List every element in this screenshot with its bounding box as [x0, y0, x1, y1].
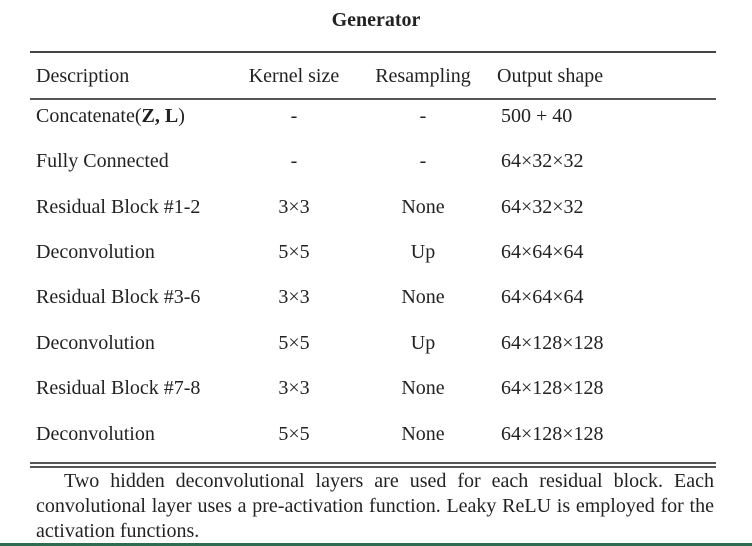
- table-header: Description Kernel size Resampling Outpu…: [0, 61, 752, 91]
- header-kernel-size: Kernel size: [248, 65, 340, 87]
- row-description: Concatenate(Z, L): [36, 101, 185, 131]
- table-row: Residual Block #3-6 3×3 None 64×64×64: [0, 282, 752, 312]
- row-description: Deconvolution: [36, 332, 155, 354]
- row-description: Residual Block #1-2: [36, 196, 201, 218]
- row-kernel: 5×5: [278, 332, 310, 354]
- row-output: 64×64×64: [501, 286, 584, 308]
- row-resampling: -: [419, 105, 427, 127]
- row-output: 64×128×128: [501, 377, 604, 399]
- table-row: Deconvolution 5×5 Up 64×64×64: [0, 237, 752, 267]
- row-kernel: 5×5: [278, 241, 310, 263]
- row-kernel: -: [290, 150, 298, 172]
- description-prefix: Concatenate(: [36, 105, 142, 127]
- row-output: 500 + 40: [501, 105, 573, 127]
- header-description: Description: [36, 65, 130, 87]
- row-kernel: -: [290, 105, 298, 127]
- row-output: 64×128×128: [501, 423, 604, 445]
- table-note: Two hidden deconvolutional layers are us…: [36, 470, 714, 542]
- description-bold: Z, L: [141, 105, 179, 127]
- row-description: Fully Connected: [36, 150, 169, 172]
- description-suffix: ): [178, 105, 185, 127]
- row-resampling: Up: [410, 332, 436, 354]
- header-output-shape: Output shape: [497, 65, 604, 87]
- row-resampling: None: [401, 196, 445, 218]
- row-resampling: None: [401, 377, 445, 399]
- row-description: Residual Block #7-8: [36, 377, 201, 399]
- bottom-rule-lower: [30, 466, 716, 468]
- row-output: 64×128×128: [501, 332, 604, 354]
- row-kernel: 3×3: [278, 286, 310, 308]
- table-row: Deconvolution 5×5 Up 64×128×128: [0, 328, 752, 358]
- table-row: Concatenate(Z, L) - - 500 + 40: [0, 101, 752, 131]
- row-kernel: 3×3: [278, 377, 310, 399]
- table-row: Residual Block #7-8 3×3 None 64×128×128: [0, 373, 752, 403]
- row-kernel: 3×3: [278, 196, 310, 218]
- bottom-accent-bar: [0, 543, 752, 546]
- row-description: Deconvolution: [36, 241, 155, 263]
- row-resampling: -: [419, 150, 427, 172]
- row-resampling: None: [401, 286, 445, 308]
- row-kernel: 5×5: [278, 423, 310, 445]
- row-description: Residual Block #3-6: [36, 286, 201, 308]
- bottom-rule-upper: [30, 462, 716, 464]
- row-output: 64×32×32: [501, 150, 584, 172]
- row-output: 64×64×64: [501, 241, 584, 263]
- header-rule: [30, 98, 716, 100]
- row-output: 64×32×32: [501, 196, 584, 218]
- top-rule: [30, 51, 716, 53]
- row-resampling: Up: [410, 241, 436, 263]
- row-description: Deconvolution: [36, 423, 155, 445]
- table-row: Fully Connected - - 64×32×32: [0, 146, 752, 176]
- row-resampling: None: [401, 423, 445, 445]
- table-row: Residual Block #1-2 3×3 None 64×32×32: [0, 192, 752, 222]
- header-resampling: Resampling: [375, 65, 471, 87]
- table-title: Generator: [331, 9, 421, 31]
- table-row: Deconvolution 5×5 None 64×128×128: [0, 419, 752, 449]
